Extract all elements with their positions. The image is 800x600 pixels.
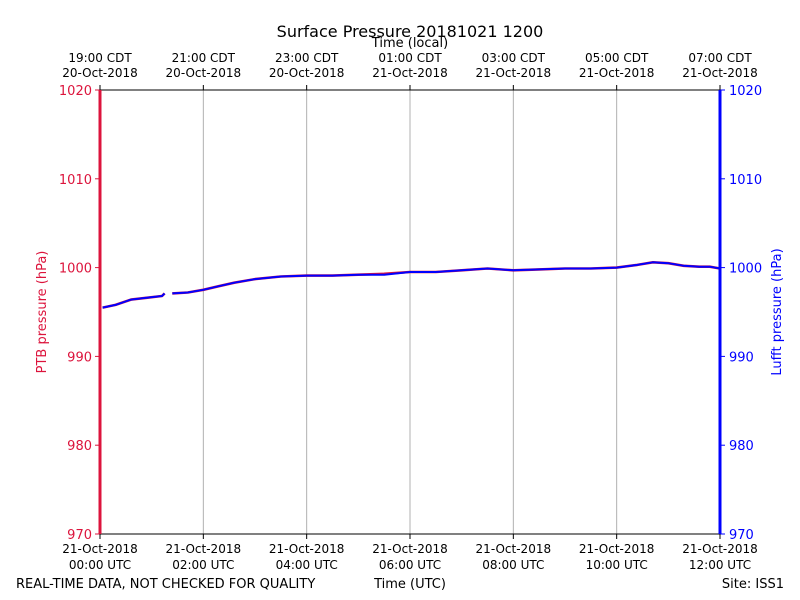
top-axis-label: Time (local) (371, 36, 448, 51)
right-y-tick-label: 990 (729, 350, 754, 365)
lufft-pressure-line (172, 261, 721, 295)
top-tick-date-label: 20-Oct-2018 (62, 66, 138, 80)
left-y-tick-label: 990 (67, 350, 92, 365)
right-y-tick-label: 1000 (729, 262, 762, 277)
x-tick-date-label: 21-Oct-2018 (579, 542, 655, 556)
x-tick-time-label: 04:00 UTC (276, 558, 338, 572)
x-tick-time-label: 10:00 UTC (586, 558, 648, 572)
right-y-tick-label: 970 (729, 528, 754, 543)
top-tick-time-label: 01:00 CDT (378, 51, 442, 65)
y-ticks: 970 970 980 980 990 990 1000 1000 1010 1010 1020 10… (59, 84, 762, 543)
top-tick-time-label: 21:00 CDT (172, 51, 236, 65)
x-tick-date-label: 21-Oct-2018 (166, 542, 242, 556)
quality-disclaimer: REAL-TIME DATA, NOT CHECKED FOR QUALITY (16, 577, 315, 592)
left-y-tick-label: 970 (67, 528, 92, 543)
top-tick-date-label: 20-Oct-2018 (166, 66, 242, 80)
x-tick-time-label: 00:00 UTC (69, 558, 131, 572)
top-tick-time-label: 23:00 CDT (275, 51, 339, 65)
x-tick-date-label: 21-Oct-2018 (269, 542, 345, 556)
series-lines (102, 261, 721, 309)
ptb-pressure-line (172, 261, 721, 295)
x-ticks: 21-Oct-2018 00:00 UTC 21-Oct-2018 02:00 UTC… (62, 51, 758, 572)
lufft-pressure-line (102, 292, 166, 309)
left-y-tick-label: 1010 (59, 173, 92, 188)
x-tick-time-label: 06:00 UTC (379, 558, 441, 572)
left-y-tick-label: 1020 (59, 84, 92, 99)
top-tick-date-label: 21-Oct-2018 (476, 66, 552, 80)
left-y-tick-label: 1000 (59, 262, 92, 277)
x-axis-label: Time (UTC) (373, 577, 446, 592)
chart-title: Surface Pressure 20181021 1200 (277, 22, 544, 41)
x-tick-date-label: 21-Oct-2018 (62, 542, 138, 556)
right-y-tick-label: 1020 (729, 84, 762, 99)
top-tick-time-label: 19:00 CDT (68, 51, 132, 65)
top-tick-date-label: 20-Oct-2018 (269, 66, 345, 80)
top-tick-date-label: 21-Oct-2018 (372, 66, 448, 80)
top-tick-date-label: 21-Oct-2018 (579, 66, 655, 80)
right-y-tick-label: 980 (729, 439, 754, 454)
x-tick-date-label: 21-Oct-2018 (372, 542, 448, 556)
top-tick-time-label: 07:00 CDT (688, 51, 752, 65)
right-y-axis-label: Lufft pressure (hPa) (770, 248, 785, 375)
left-y-tick-label: 980 (67, 439, 92, 454)
grid-lines (202, 90, 618, 534)
x-tick-date-label: 21-Oct-2018 (476, 542, 552, 556)
top-tick-time-label: 03:00 CDT (482, 51, 546, 65)
top-tick-time-label: 05:00 CDT (585, 51, 649, 65)
top-tick-date-label: 21-Oct-2018 (682, 66, 758, 80)
left-y-axis-label: PTB pressure (hPa) (35, 251, 50, 374)
x-tick-time-label: 12:00 UTC (689, 558, 751, 572)
x-tick-date-label: 21-Oct-2018 (682, 542, 758, 556)
x-tick-time-label: 08:00 UTC (482, 558, 544, 572)
right-y-tick-label: 1010 (729, 173, 762, 188)
site-label: Site: ISS1 (722, 577, 784, 592)
x-tick-time-label: 02:00 UTC (172, 558, 234, 572)
